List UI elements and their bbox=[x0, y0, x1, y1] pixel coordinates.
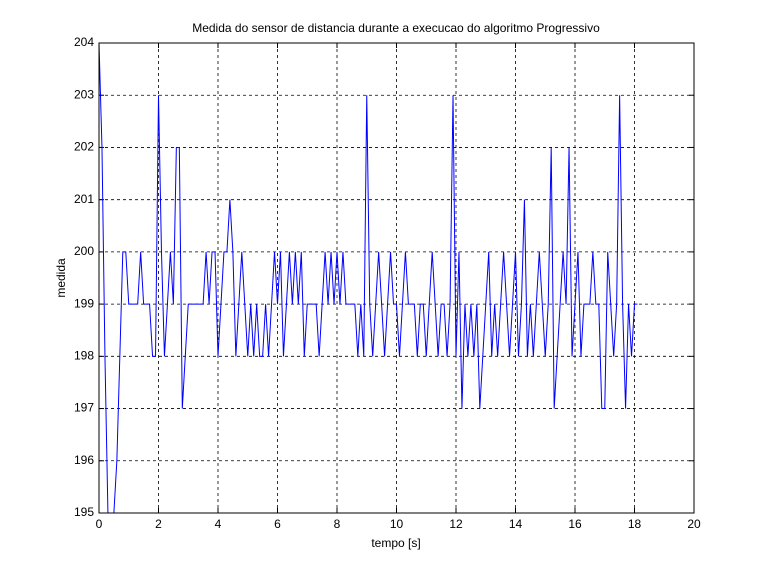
x-tick-label: 2 bbox=[155, 517, 162, 531]
y-tick-label: 196 bbox=[74, 453, 94, 467]
x-tick-label: 6 bbox=[274, 517, 281, 531]
x-tick-label: 12 bbox=[449, 517, 463, 531]
x-tick-label: 0 bbox=[96, 517, 103, 531]
y-tick-label: 197 bbox=[74, 401, 94, 415]
x-axis-label: tempo [s] bbox=[371, 536, 420, 550]
y-axis-label: medida bbox=[54, 258, 68, 298]
y-tick-label: 200 bbox=[74, 244, 94, 258]
y-tick-label: 204 bbox=[74, 35, 94, 49]
x-tick-label: 20 bbox=[687, 517, 701, 531]
x-tick-label: 16 bbox=[568, 517, 582, 531]
y-tick-label: 195 bbox=[74, 505, 94, 519]
x-tick-label: 8 bbox=[334, 517, 341, 531]
y-tick-label: 203 bbox=[74, 87, 94, 101]
x-tick-label: 10 bbox=[390, 517, 404, 531]
plot-border bbox=[98, 42, 695, 514]
y-tick-label: 202 bbox=[74, 140, 94, 154]
y-tick-label: 199 bbox=[74, 296, 94, 310]
chart-title: Medida do sensor de distancia durante a … bbox=[192, 21, 600, 35]
y-tick-label: 201 bbox=[74, 192, 94, 206]
y-tick-label: 198 bbox=[74, 349, 94, 363]
data-line bbox=[98, 42, 638, 514]
x-tick-label: 4 bbox=[215, 517, 222, 531]
x-tick-label: 18 bbox=[628, 517, 642, 531]
x-tick-label: 14 bbox=[509, 517, 523, 531]
